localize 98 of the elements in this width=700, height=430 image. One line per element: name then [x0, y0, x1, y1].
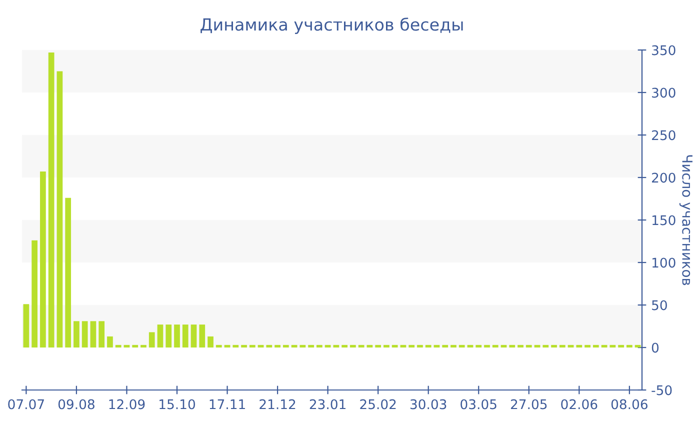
- bar: [241, 344, 247, 348]
- bar: [249, 344, 256, 348]
- bar: [350, 344, 356, 348]
- bar: [450, 344, 456, 348]
- x-tick-label: 08.06: [611, 399, 648, 410]
- y-tick-label: 300: [652, 88, 676, 98]
- bar: [157, 324, 164, 348]
- x-tick-label: 23.01: [310, 399, 346, 410]
- bar: [492, 344, 498, 348]
- bar: [534, 344, 540, 348]
- bar: [98, 321, 105, 348]
- bar: [174, 324, 180, 348]
- bar: [592, 344, 599, 348]
- bar: [182, 324, 188, 348]
- bar: [384, 344, 390, 348]
- y-tick-label: 350: [652, 45, 676, 56]
- bar: [224, 344, 230, 348]
- bar: [316, 344, 322, 348]
- bar: [282, 344, 289, 348]
- bar: [576, 344, 582, 348]
- x-tick-label: 02.06: [561, 399, 598, 410]
- bar: [484, 344, 490, 348]
- x-tick-label: 09.08: [58, 399, 94, 410]
- bar: [333, 344, 340, 348]
- x-tick-label: 17.11: [210, 399, 245, 410]
- y-tick-label: 100: [652, 258, 676, 268]
- bar: [400, 344, 406, 348]
- bar: [166, 324, 172, 348]
- bar: [417, 344, 423, 348]
- bar: [375, 344, 382, 348]
- y-tick-label: 0: [652, 342, 659, 353]
- bar: [366, 344, 373, 348]
- bar: [551, 344, 557, 348]
- bar: [500, 344, 507, 348]
- bar: [526, 344, 532, 348]
- x-tick-label: 30.03: [410, 399, 446, 410]
- bar: [324, 344, 331, 348]
- y-tick-label: 150: [652, 215, 676, 226]
- bar: [56, 71, 63, 348]
- bar: [124, 344, 130, 348]
- bar: [434, 344, 440, 348]
- bar: [408, 344, 415, 348]
- bar: [542, 344, 549, 348]
- bar: [90, 321, 96, 348]
- bar: [258, 344, 264, 348]
- y-tick-label: -50: [652, 385, 672, 396]
- bar: [115, 344, 122, 348]
- bar: [23, 304, 30, 348]
- bar: [425, 344, 432, 348]
- chart-title: Динамика участников беседы: [200, 18, 463, 34]
- bar: [32, 240, 38, 348]
- bar: [568, 344, 574, 348]
- bar: [300, 344, 306, 348]
- bar: [458, 344, 465, 348]
- bar: [274, 344, 280, 348]
- bar: [232, 344, 239, 348]
- bar: [132, 344, 138, 348]
- bar: [266, 344, 272, 348]
- bar: [40, 172, 46, 348]
- bar: [392, 344, 398, 348]
- bar: [618, 344, 624, 348]
- x-tick-label: 03.05: [460, 399, 496, 410]
- bar: [208, 336, 214, 348]
- y-tick-label: 200: [652, 172, 676, 183]
- bar: [634, 344, 641, 348]
- bar: [601, 344, 608, 348]
- bar: [148, 332, 155, 348]
- x-tick-label: 25.02: [360, 399, 396, 410]
- bar: [509, 344, 516, 348]
- bar: [190, 324, 197, 348]
- bar: [358, 344, 364, 348]
- bar: [476, 344, 482, 348]
- x-tick-label: 07.07: [8, 399, 44, 410]
- bar: [48, 52, 54, 348]
- x-tick-label: 12.09: [109, 399, 145, 410]
- bar: [559, 344, 566, 348]
- bar: [467, 344, 474, 348]
- bar: [308, 344, 314, 348]
- bar: [216, 344, 222, 348]
- bar: [199, 324, 206, 348]
- bar: [584, 344, 590, 348]
- bar: [140, 344, 146, 348]
- bar: [610, 344, 616, 348]
- bar: [291, 344, 298, 348]
- bar: [65, 198, 72, 348]
- y-tick-label: 50: [652, 300, 667, 310]
- bar: [82, 321, 88, 348]
- bar: [74, 321, 80, 348]
- y-axis-title: Число участников: [679, 155, 692, 286]
- bar: [342, 344, 348, 348]
- x-tick-label: 15.10: [160, 399, 196, 410]
- bar: [442, 344, 448, 348]
- y-tick-label: 250: [652, 130, 676, 140]
- x-tick-label: 27.05: [510, 399, 547, 410]
- bar: [107, 336, 113, 348]
- x-tick-label: 21.12: [260, 399, 296, 410]
- bar: [626, 344, 632, 348]
- bar: [518, 344, 524, 348]
